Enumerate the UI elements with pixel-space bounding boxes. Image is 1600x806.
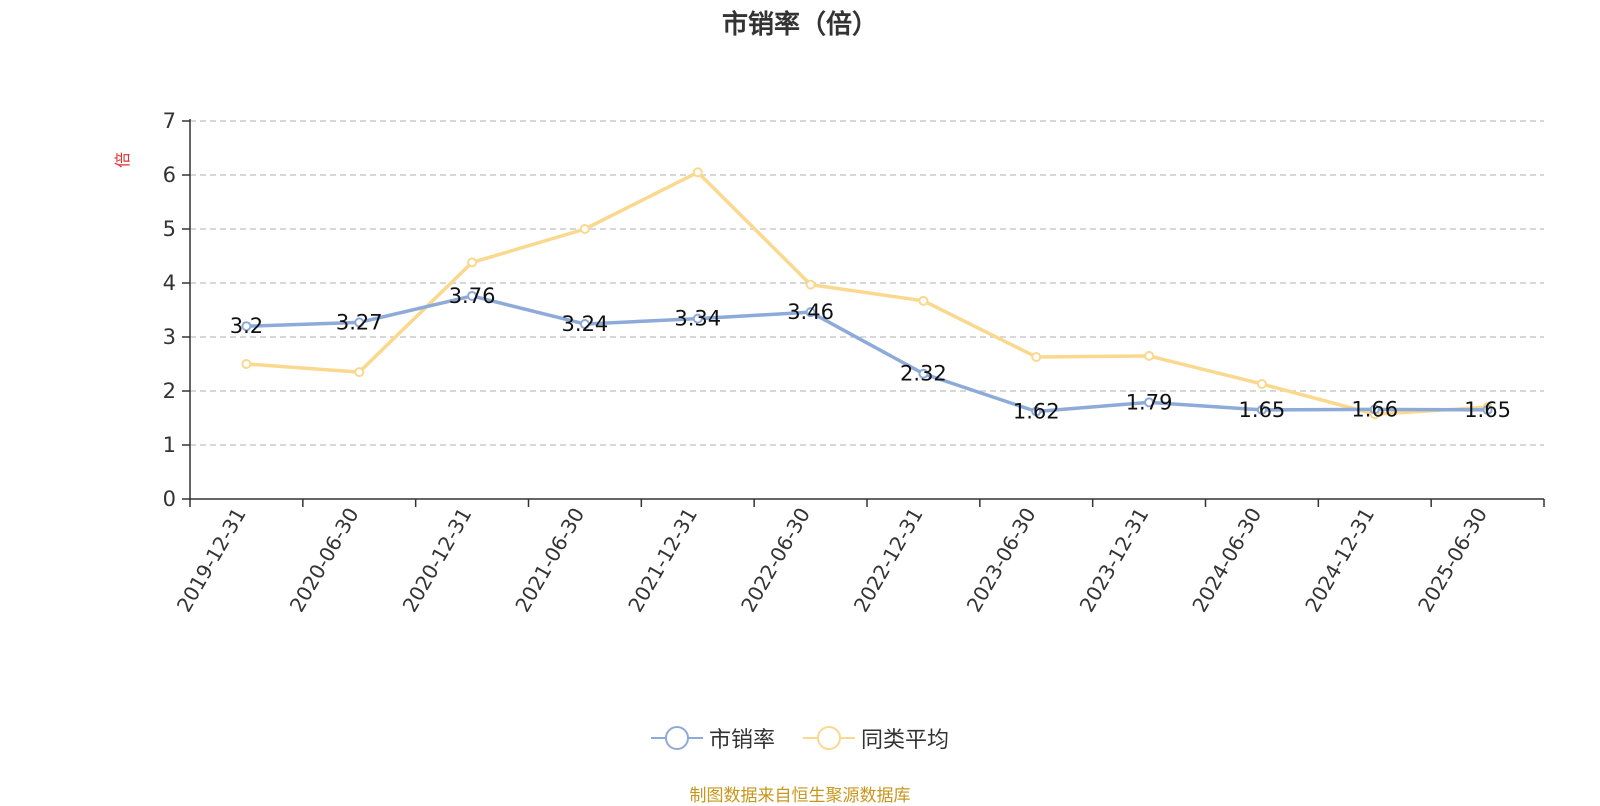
y-tick-label: 0 [163, 487, 176, 511]
data-point-市销率 [692, 313, 703, 324]
data-label: 3.2 [230, 314, 263, 338]
series-lines [241, 167, 1493, 420]
data-point-同类平均 [1256, 378, 1267, 389]
data-label: 1.65 [1464, 398, 1511, 422]
x-tick-label: 2020-06-30 [285, 504, 364, 617]
data-point-市销率 [1369, 404, 1380, 415]
grid-lines [190, 120, 1544, 446]
series-line-同类平均 [246, 170, 1488, 416]
chart-title: 市销率（倍） [721, 10, 878, 40]
data-point-同类平均 [918, 295, 929, 306]
data-point-市销率 [467, 290, 478, 301]
legend-marker-icon [650, 726, 703, 750]
data-label: 3.34 [674, 307, 721, 331]
data-point-同类平均 [579, 224, 590, 234]
y-axis-label: 倍 [113, 152, 132, 168]
data-point-同类平均 [354, 367, 365, 378]
x-tick-label: 2022-06-30 [736, 504, 815, 617]
legend-marker-icon [803, 726, 855, 750]
y-tick-label: 5 [163, 217, 176, 241]
data-point-同类平均 [692, 167, 703, 178]
data-labels: 3.2 3.27 3.76 3.24 3.34 3.46 2.32 1.62 1.79 1.65 1… [230, 284, 1511, 424]
data-label: 2.32 [900, 362, 947, 386]
data-label: 1.79 [1126, 390, 1173, 414]
x-tick-label: 2024-06-30 [1187, 504, 1266, 617]
data-label: 1.62 [1013, 400, 1060, 424]
data-point-同类平均 [805, 279, 816, 290]
data-point-市销率 [918, 368, 929, 379]
data-point-市销率 [241, 321, 252, 332]
legend-item-市销率[interactable]: 市销率 [650, 722, 775, 754]
data-point-同类平均 [1031, 351, 1042, 362]
legend-item-同类平均[interactable]: 同类平均 [803, 722, 949, 754]
data-label: 3.27 [336, 310, 383, 334]
data-point-市销率 [354, 317, 365, 328]
x-tick-label: 2020-12-31 [398, 504, 477, 617]
data-point-市销率 [1031, 406, 1042, 417]
data-label: 1.65 [1239, 398, 1286, 422]
y-tick-label: 6 [163, 163, 176, 187]
x-tick-label: 2022-12-31 [849, 504, 928, 617]
legend-label: 同类平均 [861, 728, 950, 753]
series-line-市销率 [246, 294, 1488, 414]
x-tick-label: 2021-06-30 [510, 504, 589, 617]
x-tick-label: 2024-12-31 [1300, 504, 1379, 617]
data-label: 3.24 [562, 312, 609, 336]
y-tick-label: 2 [163, 379, 176, 403]
x-tick-label: 2023-12-31 [1075, 504, 1154, 617]
data-point-同类平均 [1144, 350, 1155, 361]
x-tick-label: 2019-12-31 [172, 504, 251, 617]
data-point-同类平均 [241, 359, 252, 369]
data-point-市销率 [805, 307, 816, 318]
data-label: 1.66 [1351, 397, 1398, 421]
source-note: 制图数据来自恒生聚源数据库 [689, 786, 911, 806]
data-label: 3.76 [449, 284, 496, 308]
y-tick-label: 4 [163, 271, 176, 295]
data-point-市销率 [1256, 404, 1267, 415]
data-point-市销率 [1144, 397, 1155, 408]
data-point-同类平均 [467, 257, 478, 268]
data-label: 3.46 [787, 300, 834, 324]
data-point-市销率 [579, 319, 590, 330]
y-tick-label: 7 [163, 109, 176, 133]
y-tick-label: 3 [163, 325, 176, 349]
x-tick-label: 2021-12-31 [623, 504, 702, 617]
legend: 市销率 同类平均 [0, 722, 1600, 754]
x-tick-label: 2023-06-30 [962, 504, 1041, 617]
legend-label: 市销率 [708, 728, 775, 753]
x-tick-label: 2025-06-30 [1413, 504, 1492, 617]
data-point-市销率 [1482, 404, 1493, 415]
y-tick-label: 1 [163, 433, 176, 457]
